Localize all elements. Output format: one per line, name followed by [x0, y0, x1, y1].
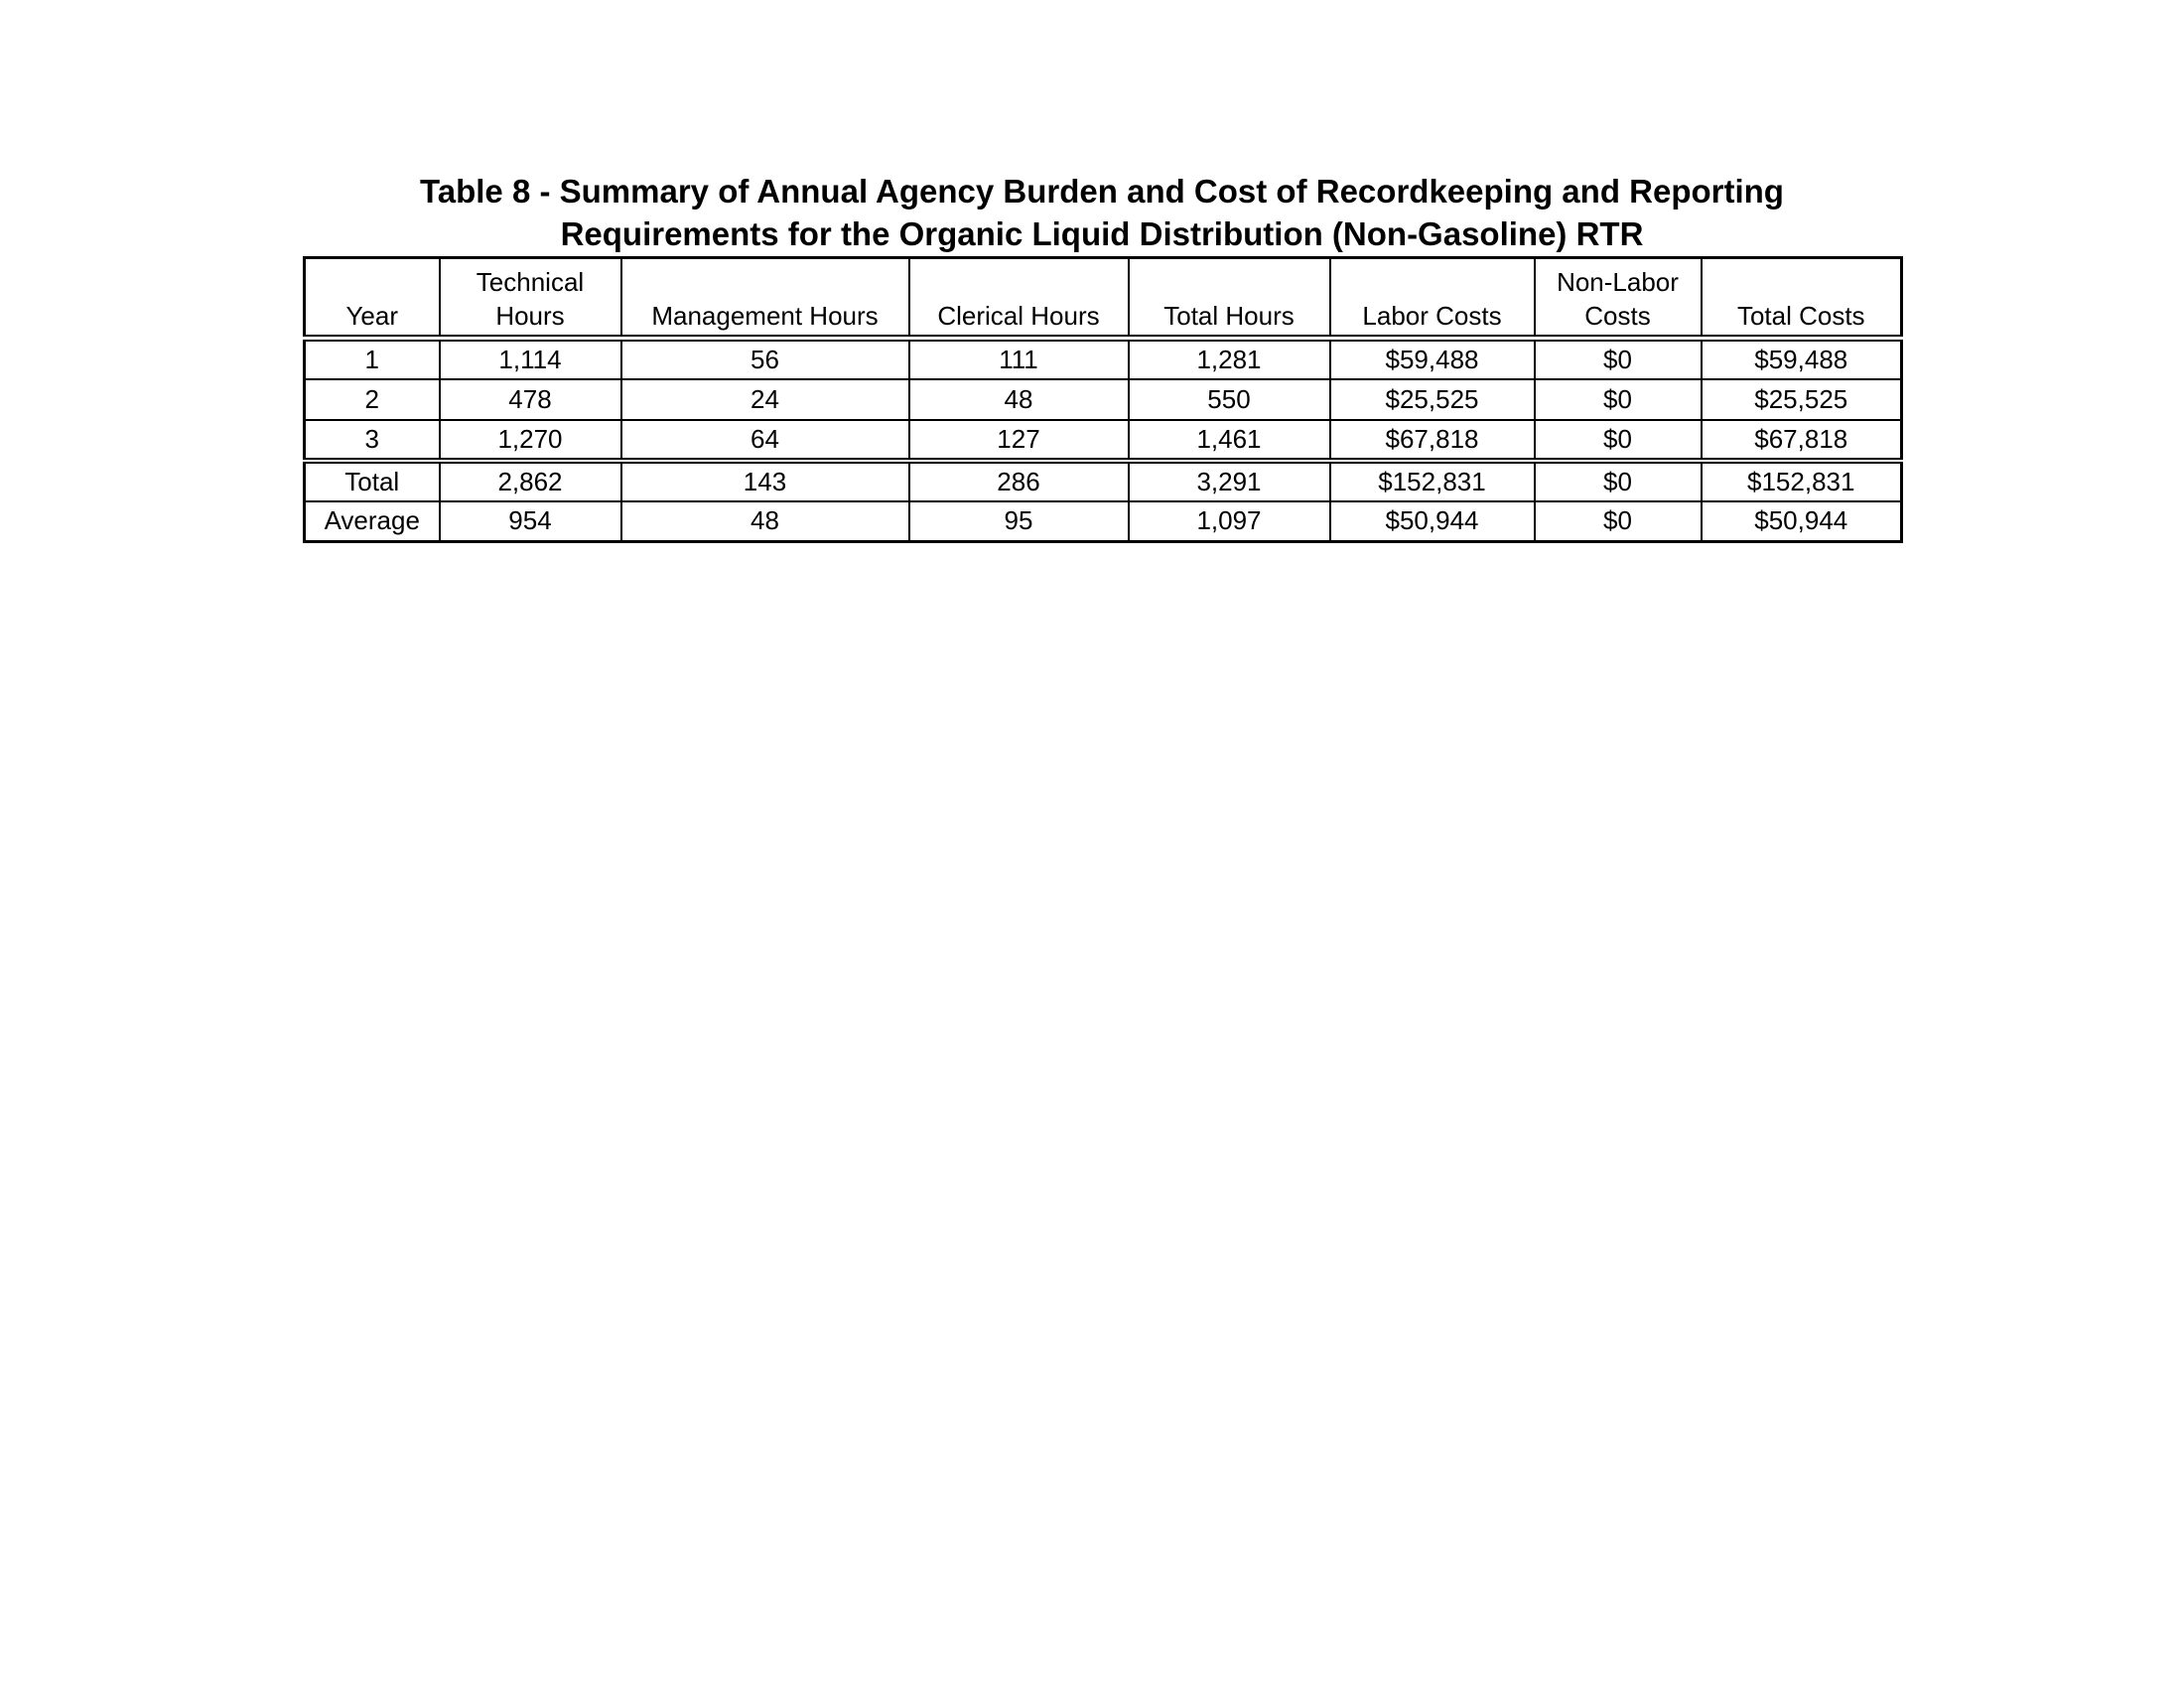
column-header-technical-hours: Technical Hours	[438, 256, 622, 342]
cell-total-hours: 1,461	[1127, 418, 1331, 462]
header-line-1: Non-Labor	[1557, 267, 1679, 297]
column-header-total-hours: Total Hours	[1127, 256, 1331, 342]
cell-management-hours: 143	[619, 457, 910, 502]
cell-total-hours: 550	[1127, 377, 1331, 421]
column-header-non-labor-costs: Non-Labor Costs	[1533, 256, 1703, 342]
cell-total-costs: $67,818	[1700, 418, 1903, 462]
header-line-2: Clerical Hours	[937, 301, 1100, 331]
cell-technical-hours: 478	[438, 377, 622, 421]
cell-technical-hours: 1,114	[438, 337, 622, 380]
cell-non-labor-costs: $0	[1533, 499, 1703, 543]
cell-non-labor-costs: $0	[1533, 418, 1703, 462]
cell-management-hours: 24	[619, 377, 910, 421]
header-line-1	[1130, 265, 1329, 299]
header-line-2: Hours	[495, 301, 565, 331]
cell-year: Total	[303, 457, 441, 502]
cell-clerical-hours: 127	[907, 418, 1130, 462]
column-header-total-costs: Total Costs	[1700, 256, 1903, 342]
table-row: 1 1,114 56 111 1,281 $59,488 $0 $59,488	[303, 337, 1903, 380]
cell-labor-costs: $50,944	[1328, 499, 1536, 543]
cell-total-hours: 1,281	[1127, 337, 1331, 380]
cell-management-hours: 56	[619, 337, 910, 380]
cell-labor-costs: $67,818	[1328, 418, 1536, 462]
cell-year: 1	[303, 337, 441, 380]
table-row: 3 1,270 64 127 1,461 $67,818 $0 $67,818	[303, 418, 1903, 462]
header-line-2: Year	[345, 301, 399, 331]
cell-total-hours: 3,291	[1127, 457, 1331, 502]
cell-total-costs: $50,944	[1700, 499, 1903, 543]
burden-cost-table: Year Technical Hours Management Hours Cler…	[303, 256, 1903, 543]
cell-total-costs: $59,488	[1700, 337, 1903, 380]
cell-labor-costs: $59,488	[1328, 337, 1536, 380]
cell-year: 2	[303, 377, 441, 421]
cell-total-costs: $152,831	[1700, 457, 1903, 502]
cell-technical-hours: 2,862	[438, 457, 622, 502]
header-line-1: Technical	[476, 267, 585, 297]
cell-clerical-hours: 111	[907, 337, 1130, 380]
header-row: Year Technical Hours Management Hours Cler…	[303, 256, 1903, 342]
header-line-2: Total Costs	[1736, 301, 1865, 331]
cell-clerical-hours: 286	[907, 457, 1130, 502]
table-title-line-1: Table 8 - Summary of Annual Agency Burde…	[420, 173, 1784, 210]
cell-total-hours: 1,097	[1127, 499, 1331, 543]
table-row: 2 478 24 48 550 $25,525 $0 $25,525	[303, 377, 1903, 421]
column-header-year: Year	[303, 256, 441, 342]
cell-labor-costs: $152,831	[1328, 457, 1536, 502]
table-title-line-2: Requirements for the Organic Liquid Dist…	[560, 215, 1644, 252]
cell-technical-hours: 1,270	[438, 418, 622, 462]
cell-clerical-hours: 95	[907, 499, 1130, 543]
cell-non-labor-costs: $0	[1533, 457, 1703, 502]
cell-non-labor-costs: $0	[1533, 377, 1703, 421]
average-row: Average 954 48 95 1,097 $50,944 $0 $50,944	[303, 499, 1903, 543]
cell-total-costs: $25,525	[1700, 377, 1903, 421]
column-header-labor-costs: Labor Costs	[1328, 256, 1536, 342]
header-line-2: Labor Costs	[1362, 301, 1502, 331]
cell-year: Average	[303, 499, 441, 543]
cell-management-hours: 48	[619, 499, 910, 543]
header-line-1	[1331, 265, 1534, 299]
cell-management-hours: 64	[619, 418, 910, 462]
header-line-2: Costs	[1584, 301, 1651, 331]
total-row: Total 2,862 143 286 3,291 $152,831 $0 $152,831	[303, 457, 1903, 502]
header-line-1	[1703, 265, 1901, 299]
cell-non-labor-costs: $0	[1533, 337, 1703, 380]
header-line-1	[910, 265, 1128, 299]
header-line-1	[306, 265, 439, 299]
cell-year: 3	[303, 418, 441, 462]
cell-technical-hours: 954	[438, 499, 622, 543]
column-header-management-hours: Management Hours	[619, 256, 910, 342]
header-line-1	[622, 265, 908, 299]
header-line-2: Total Hours	[1163, 301, 1295, 331]
cell-clerical-hours: 48	[907, 377, 1130, 421]
header-line-2: Management Hours	[651, 301, 879, 331]
column-header-clerical-hours: Clerical Hours	[907, 256, 1130, 342]
cell-labor-costs: $25,525	[1328, 377, 1536, 421]
